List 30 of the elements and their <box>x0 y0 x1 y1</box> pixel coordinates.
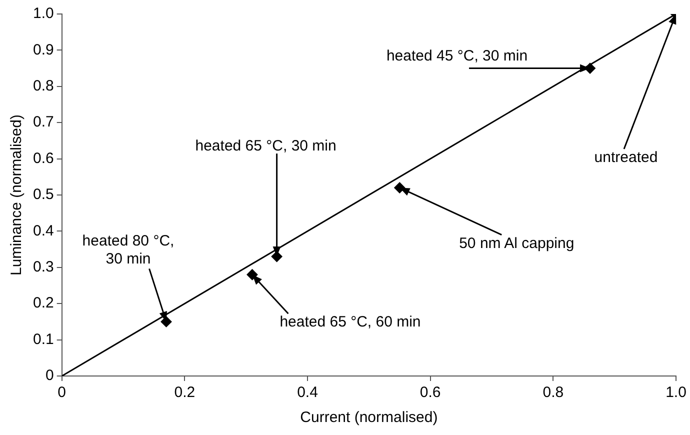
y-tick-label: 0 <box>46 367 54 384</box>
x-tick-label: 0.2 <box>174 384 196 402</box>
y-tick-label: 1.0 <box>32 5 54 22</box>
annotation: untreated <box>594 148 658 166</box>
y-tick-label: 0.6 <box>32 150 54 167</box>
x-axis-title: Current (normalised) <box>300 409 438 426</box>
x-tick-label: 0 <box>58 384 66 402</box>
y-tick-label: 0.3 <box>32 258 54 276</box>
y-tick-label: 0.8 <box>32 78 54 95</box>
x-tick-label: 0.4 <box>297 384 318 402</box>
y-tick-label: 0.2 <box>32 294 54 312</box>
point <box>394 182 406 194</box>
point <box>160 316 172 328</box>
x-tick-label: 0.8 <box>542 384 564 402</box>
y-tick-label: 0.4 <box>32 222 54 240</box>
point <box>246 269 258 280</box>
y-tick-label: 0.5 <box>32 186 54 204</box>
annotation: heated 65 °C, 60 min <box>280 313 421 330</box>
y-axis-title: Luminance (normalised) <box>8 114 26 276</box>
x-tick-label: 0.6 <box>420 384 441 402</box>
annotation: heated 80 °C, 30 min <box>82 232 174 268</box>
point <box>584 62 596 74</box>
y-tick-label: 0.1 <box>32 330 54 348</box>
y-tick-label: 0.7 <box>32 114 54 131</box>
annotation: heated 65 °C, 30 min <box>195 137 336 154</box>
point <box>271 251 282 262</box>
x-tick-label: 1.0 <box>666 384 686 402</box>
y-tick-label: 0.9 <box>32 41 54 58</box>
annotation: 50 nm Al capping <box>459 234 574 252</box>
annotation: heated 45 °C, 30 min <box>386 46 528 64</box>
